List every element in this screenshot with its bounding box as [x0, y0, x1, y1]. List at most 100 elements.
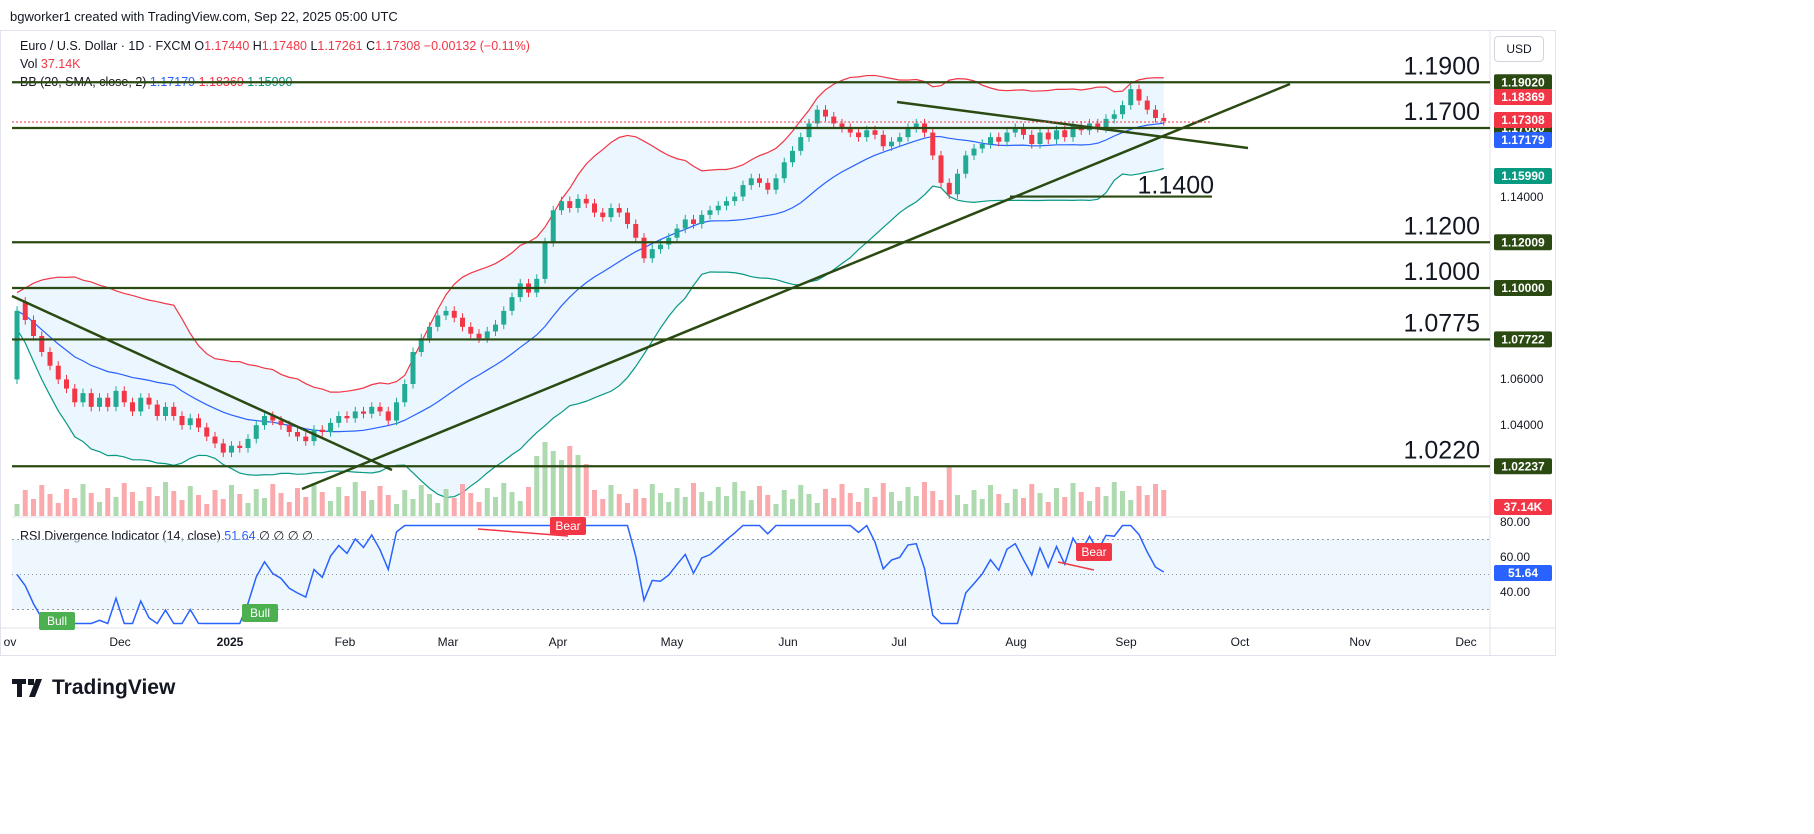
volume-bar: [707, 501, 713, 516]
volume-bar: [831, 498, 837, 516]
volume-bar: [295, 488, 300, 516]
volume-bar: [245, 503, 251, 516]
volume-bar: [674, 488, 680, 516]
candle-body: [847, 128, 853, 133]
legend-symbol[interactable]: Euro / U.S. Dollar · 1D · FXCM: [20, 39, 191, 53]
volume-bar: [47, 494, 53, 516]
candle-body: [303, 436, 309, 442]
legend-volume: Vol 37.14K: [20, 57, 81, 71]
time-axis-tick: Sep: [1115, 635, 1137, 649]
candle-body: [592, 203, 597, 213]
volume-bar: [1136, 486, 1142, 516]
candle-body: [493, 324, 498, 332]
candle-body: [1012, 128, 1018, 133]
candle-body: [328, 422, 333, 432]
candle-body: [1144, 100, 1150, 110]
candle-body: [72, 388, 78, 403]
bb-basis-line: [16, 122, 1164, 433]
time-axis-tick: Dec: [1455, 635, 1476, 649]
volume-bar: [468, 493, 474, 516]
candle-body: [352, 411, 358, 419]
candle-body: [938, 155, 944, 183]
candle-body: [229, 445, 234, 453]
volume-bar: [88, 493, 94, 516]
currency-button[interactable]: USD: [1494, 36, 1544, 62]
volume-tag: 37.14K: [1494, 499, 1552, 515]
candle-body: [682, 219, 688, 229]
candle-body: [64, 379, 69, 389]
volume-bar: [880, 483, 886, 516]
candle-body: [377, 406, 383, 412]
signal-bull: Bull: [39, 612, 75, 630]
candle-body: [146, 397, 152, 405]
bb-band-fill: [17, 75, 1164, 498]
candle-body: [1037, 132, 1043, 144]
candle-body: [699, 214, 705, 224]
candle-body: [418, 338, 424, 352]
candle-body: [542, 242, 548, 279]
rsi-tag-bg: [1494, 565, 1552, 581]
candle-body: [435, 315, 441, 327]
candle-body: [1021, 128, 1026, 135]
time-axis-tick: Aug: [1005, 635, 1026, 649]
candle-body: [740, 185, 746, 197]
volume-bar: [14, 504, 20, 516]
volume-bar: [229, 485, 234, 516]
candle-body: [1062, 130, 1068, 138]
tradingview-logo[interactable]: TradingView: [12, 676, 175, 700]
candle-body: [608, 208, 614, 218]
volume-bar: [1029, 484, 1035, 516]
volume-bar: [864, 488, 870, 516]
candle-body: [369, 406, 375, 414]
candle-body: [641, 237, 647, 259]
price-tag-bg: [1494, 112, 1552, 128]
volume-bar: [839, 484, 845, 516]
bear-divergence-line: [1057, 561, 1095, 571]
volume-bar: [856, 502, 861, 516]
candle-body: [864, 130, 870, 138]
candle-body: [253, 425, 259, 439]
candle-body: [39, 336, 45, 352]
candle-body: [97, 397, 102, 407]
legend-close: 1.17308: [375, 39, 421, 53]
price-tag-bg: [1494, 168, 1552, 184]
candle-body: [814, 109, 820, 124]
volume-bar: [740, 491, 746, 516]
candle-body: [633, 224, 639, 238]
candle-body: [955, 173, 960, 195]
candle-body: [196, 418, 201, 428]
volume-bar: [930, 491, 936, 516]
candle-body: [55, 365, 61, 380]
volume-bar: [1078, 492, 1084, 516]
volume-bar: [493, 497, 498, 516]
signal-text: Bull: [250, 606, 270, 620]
candle-body: [80, 393, 86, 403]
volume-bar: [798, 485, 804, 516]
candle-body: [1045, 132, 1051, 140]
candle-body: [905, 128, 911, 138]
price-chart[interactable]: 1.19001.190201.17001.170001.12001.120091…: [0, 0, 1568, 834]
volume-bar: [559, 460, 564, 516]
volume-tag-text: 37.14K: [1504, 500, 1543, 514]
level-label-1.1900: 1.1900: [1404, 52, 1480, 80]
bb-lower-line: [16, 167, 1164, 499]
volume-bar: [872, 497, 878, 516]
volume-bar: [22, 490, 28, 516]
volume-bar: [146, 487, 152, 516]
legend-main: Euro / U.S. Dollar · 1D · FXCM O1.17440 …: [20, 39, 530, 53]
volume-bar: [253, 489, 259, 516]
volume-bar: [328, 501, 333, 516]
volume-bar: [31, 499, 36, 516]
volume-bar: [303, 497, 309, 516]
legend-vol-label[interactable]: Vol: [20, 57, 38, 71]
volume-bar: [575, 455, 581, 516]
time-axis-tick: Feb: [335, 635, 356, 649]
volume-bar: [1111, 482, 1117, 516]
volume-bar: [39, 485, 45, 516]
candle-body: [1070, 125, 1076, 138]
candle-body: [724, 201, 729, 206]
candle-body: [897, 137, 903, 142]
level-tag-1.0775: 1.07722: [1494, 331, 1552, 348]
time-axis-tick: Nov: [1349, 635, 1370, 649]
volume-bar: [138, 501, 144, 516]
